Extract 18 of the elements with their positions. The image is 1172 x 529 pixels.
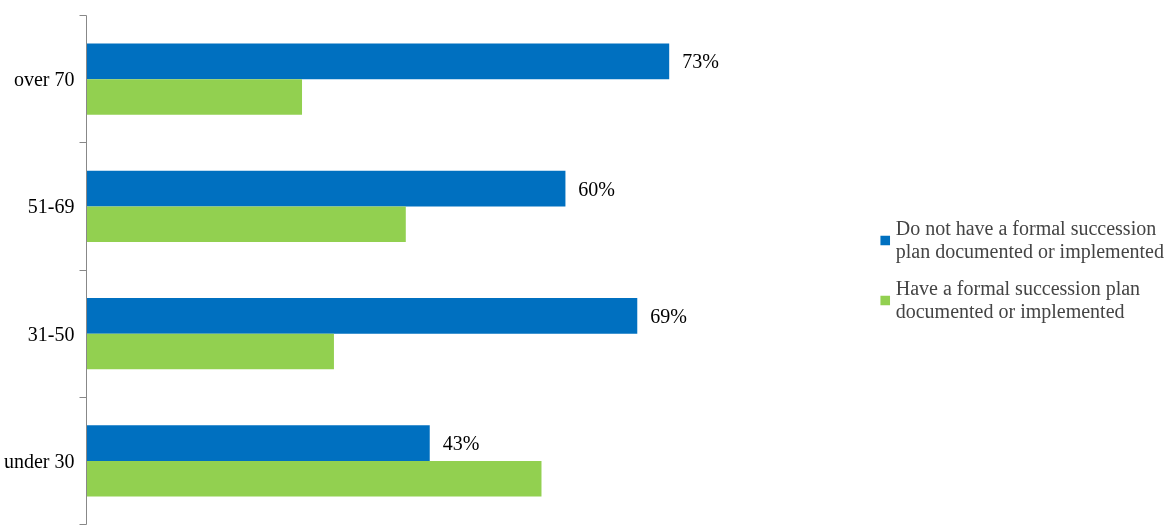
data-label: 60% xyxy=(578,177,616,200)
data-label: 43% xyxy=(442,432,480,455)
bar xyxy=(86,170,566,207)
data-label: 73% xyxy=(682,50,719,73)
bar xyxy=(86,79,303,115)
bar xyxy=(86,333,334,370)
bar xyxy=(86,297,638,334)
bar xyxy=(86,425,430,461)
y-tick-label: over 70 xyxy=(13,68,75,91)
bar xyxy=(86,206,406,243)
y-tick-label: 31-50 xyxy=(27,322,75,345)
data-label: 69% xyxy=(650,304,687,327)
legend-label: Have a formal succession plan documented or implemented xyxy=(895,276,1141,323)
bar xyxy=(86,460,542,497)
y-tick-label: under 30 xyxy=(3,449,75,472)
legend-label: Do not have a formal succession plan documented or implemented xyxy=(895,216,1164,263)
bar xyxy=(86,43,670,80)
y-tick-label: 51-69 xyxy=(27,195,75,218)
